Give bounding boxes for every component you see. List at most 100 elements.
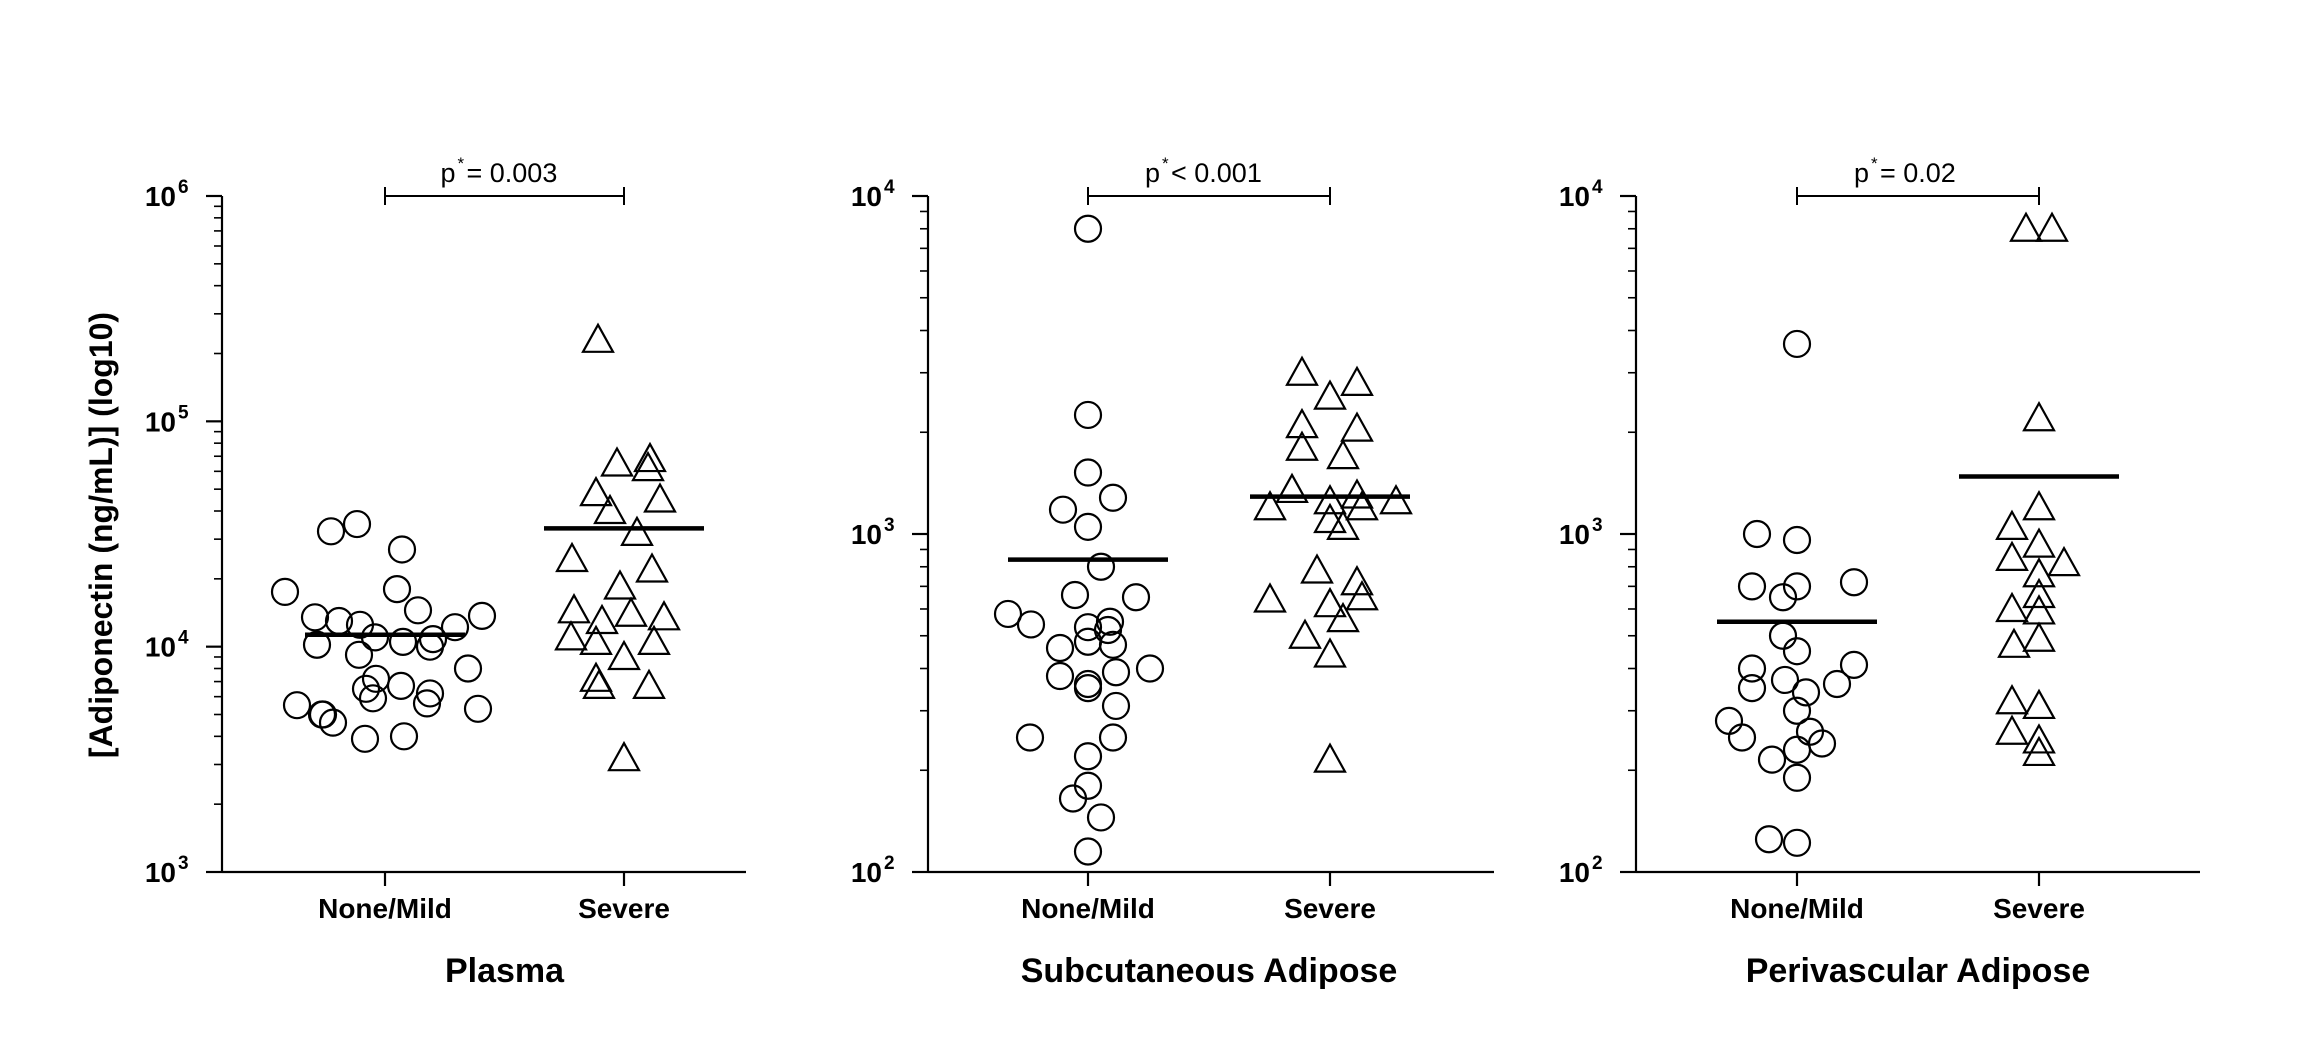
p-value-text: < 0.001: [1171, 158, 1262, 188]
data-point-circle: [282, 691, 312, 720]
data-point-triangle: [581, 322, 615, 353]
data-point-circle: [440, 613, 470, 642]
data-point-circle: [1098, 723, 1128, 752]
data-point-triangle: [1995, 509, 2029, 540]
data-point-circle: [1782, 735, 1812, 764]
p-value-label: p * < 0.001: [1145, 154, 1262, 188]
data-point-circle: [344, 640, 374, 669]
p-value-letter: p: [1145, 158, 1160, 188]
data-point-circle: [1757, 745, 1787, 774]
x-category-label: Severe: [578, 893, 670, 924]
p-value-text: = 0.02: [1880, 158, 1956, 188]
data-point-circle: [358, 684, 388, 713]
data-point-circle: [1727, 723, 1757, 752]
y-tick-label: 10: [851, 181, 882, 212]
data-point-circle: [1086, 803, 1116, 832]
y-tick-label: 10: [145, 632, 176, 663]
data-point-circle: [382, 575, 412, 604]
data-point-circle: [1048, 495, 1078, 524]
data-point-triangle: [1340, 478, 1374, 509]
data-point-triangle: [2022, 723, 2056, 754]
data-point-triangle: [1313, 742, 1347, 773]
y-tick-exponent: 4: [1592, 177, 1603, 198]
y-tick-label: 10: [851, 519, 882, 550]
y-tick-exponent: 3: [178, 853, 189, 874]
y-tick-exponent: 3: [884, 515, 895, 536]
data-point-triangle: [579, 624, 613, 655]
data-point-circle: [1073, 674, 1103, 703]
data-point-triangle: [593, 493, 627, 525]
x-category-label: None/Mild: [1021, 893, 1155, 924]
y-tick-label: 10: [145, 181, 176, 212]
data-point-circle: [1768, 583, 1798, 612]
data-point-triangle: [1997, 627, 2031, 658]
data-point-triangle: [603, 569, 637, 600]
data-point-circle: [1754, 825, 1784, 854]
data-point-circle: [1782, 696, 1812, 725]
data-point-circle: [418, 625, 448, 654]
p-value-label: p * = 0.02: [1854, 154, 1956, 188]
data-point-triangle: [1313, 586, 1347, 618]
y-tick-label: 10: [1559, 857, 1590, 888]
data-point-circle: [1045, 661, 1075, 691]
x-category-label: Severe: [1993, 893, 2085, 924]
data-point-circle: [1073, 837, 1103, 866]
data-point-circle: [389, 722, 419, 751]
data-point-triangle: [2022, 688, 2056, 720]
data-point-triangle: [1285, 407, 1319, 439]
data-point-circle: [351, 674, 381, 703]
data-point-circle: [463, 694, 493, 723]
data-point-circle: [1073, 214, 1103, 243]
data-point-triangle: [1253, 489, 1287, 521]
data-point-circle: [1121, 583, 1151, 612]
data-point-circle: [1135, 654, 1165, 683]
data-point-triangle: [1995, 683, 2029, 715]
data-point-circle: [1782, 637, 1812, 666]
data-point-triangle: [582, 668, 616, 699]
data-point-triangle: [2022, 577, 2056, 609]
data-point-circle: [1101, 658, 1131, 687]
y-tick-exponent: 6: [178, 177, 189, 198]
data-point-triangle: [620, 515, 654, 546]
data-point-circle: [467, 601, 497, 630]
p-value-star: *: [458, 154, 465, 173]
data-point-circle: [1822, 669, 1852, 699]
panel-title: Perivascular Adipose: [1746, 952, 2091, 990]
data-point-triangle: [1275, 472, 1309, 504]
data-point-triangle: [2009, 211, 2043, 242]
data-point-triangle: [1345, 489, 1379, 521]
data-point-triangle: [1313, 379, 1347, 410]
data-point-triangle: [1995, 540, 2029, 571]
data-point-circle: [342, 509, 372, 539]
y-tick-exponent: 4: [178, 628, 189, 649]
p-value-letter: p: [1854, 158, 1869, 188]
data-point-triangle: [1345, 579, 1379, 611]
data-point-triangle: [647, 600, 681, 631]
data-point-triangle: [1300, 553, 1334, 584]
data-point-circle: [1782, 828, 1812, 857]
data-point-circle: [1073, 400, 1103, 430]
data-point-triangle: [2022, 489, 2056, 521]
data-point-triangle: [635, 552, 669, 583]
data-point-triangle: [607, 639, 641, 671]
p-value-star: *: [1871, 154, 1878, 173]
data-point-circle: [1073, 458, 1103, 487]
data-point-triangle: [554, 620, 588, 651]
data-point-triangle: [557, 593, 591, 624]
y-tick-exponent: 3: [1592, 515, 1603, 536]
data-point-circle: [1737, 654, 1767, 683]
p-value-star: *: [1162, 154, 1169, 173]
data-point-triangle: [614, 596, 648, 627]
y-tick-label: 10: [1559, 519, 1590, 550]
data-point-triangle: [1995, 591, 2029, 623]
data-point-triangle: [633, 441, 667, 473]
data-point-triangle: [1340, 411, 1374, 442]
data-point-circle: [1770, 665, 1800, 695]
data-point-circle: [412, 689, 442, 718]
data-point-circle: [387, 535, 417, 564]
data-point-circle: [1737, 674, 1767, 703]
data-point-triangle: [1326, 438, 1360, 470]
data-point-circle: [1782, 763, 1812, 792]
